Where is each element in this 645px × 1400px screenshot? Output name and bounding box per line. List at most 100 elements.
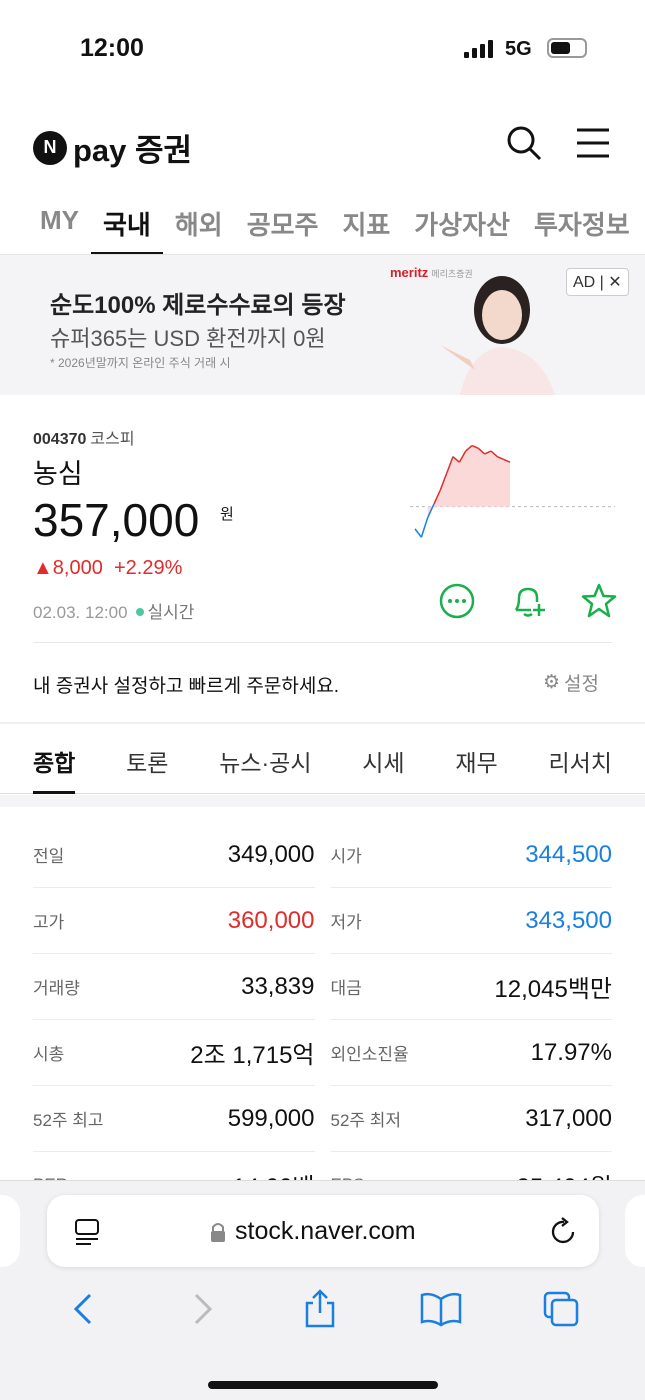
quote-value: 360,000 <box>227 906 315 934</box>
quote-cell: 52주 최고 599,000 <box>33 1086 315 1152</box>
gain-area <box>427 445 510 518</box>
tab-overview[interactable]: 종합 <box>33 724 76 794</box>
browser-toolbar: stock.naver.com <box>0 1180 645 1400</box>
market-tabs: MY 국내 해외 공모주 지표 가상자산 투자정보 <box>0 195 645 255</box>
gear-icon: ⚙ <box>543 672 561 693</box>
tab-domestic[interactable]: 국내 <box>91 195 163 254</box>
quote-cell: 전일 349,000 <box>33 822 315 888</box>
quote-table: 전일 349,000 시가 344,500 고가 360,000 저가 343,500 거래량 3… <box>33 822 612 1218</box>
quote-value: 599,000 <box>227 1104 315 1132</box>
quote-cell: 시가 344,500 <box>330 822 612 888</box>
quote-label: 저가 <box>330 913 362 932</box>
quote-label: 대금 <box>330 979 362 998</box>
clock: 12:00 <box>80 34 144 62</box>
quote-cell: 대금 12,045백만 <box>330 954 612 1020</box>
ad-model-image <box>440 276 555 395</box>
sparkline-segment <box>465 444 473 452</box>
bookmarks-icon[interactable] <box>419 1289 463 1329</box>
tab-ipo[interactable]: 공모주 <box>246 210 319 240</box>
tab-investment-info[interactable]: 투자정보 <box>533 210 630 240</box>
stock-name: 농심 <box>33 459 83 489</box>
favorite-star-icon[interactable] <box>580 582 618 620</box>
price-timestamp: 02.03. 12:00 실시간 <box>33 603 195 622</box>
tab-indicators[interactable]: 지표 <box>342 210 391 240</box>
quote-label: 외인소진율 <box>330 1045 409 1064</box>
sparkline-segment <box>433 489 442 505</box>
quote-value: 12,045백만 <box>494 976 612 1003</box>
tab-my[interactable]: MY <box>40 205 79 235</box>
tab-crypto[interactable]: 가상자산 <box>414 210 510 240</box>
settings-button[interactable]: ⚙ 설정 <box>543 672 600 695</box>
broker-setup-prompt[interactable]: 내 증권사 설정하고 빠르게 주문하세요. <box>33 676 340 697</box>
quote-value: 349,000 <box>227 840 315 868</box>
sparkline-segment <box>484 450 492 455</box>
status-bar: 12:00 5G <box>0 0 645 95</box>
quote-cell: 고가 360,000 <box>33 888 315 954</box>
tab-quotes[interactable]: 시세 <box>362 750 405 776</box>
quote-cell: 시총 2조 1,715억 <box>33 1020 315 1086</box>
sparkline-segment <box>452 456 460 463</box>
intraday-sparkline[interactable] <box>410 435 615 550</box>
quote-label: 거래량 <box>33 979 80 998</box>
divider <box>33 642 612 643</box>
sparkline-segment <box>471 444 479 450</box>
quote-label: 전일 <box>33 847 65 866</box>
url-text: stock.naver.com <box>235 1217 416 1245</box>
quote-value: 317,000 <box>525 1104 612 1132</box>
quote-cell: 52주 최저 317,000 <box>330 1086 612 1152</box>
sparkline-segment <box>420 517 429 538</box>
tabs-icon[interactable] <box>541 1289 581 1329</box>
quote-cell: 외인소진율 17.97% <box>330 1020 612 1086</box>
reload-icon[interactable] <box>549 1217 579 1247</box>
forward-icon[interactable] <box>182 1289 222 1329</box>
ad-subline: 슈퍼365는 USD 환전까지 0원 <box>50 326 326 351</box>
sparkline-segment <box>439 473 448 491</box>
discussion-chat-icon[interactable] <box>438 582 476 620</box>
network-label: 5G <box>505 38 532 60</box>
quote-cell: 저가 343,500 <box>330 888 612 954</box>
reader-mode-icon[interactable] <box>73 1217 103 1247</box>
quote-value: 2조 1,715억 <box>190 1042 315 1069</box>
quote-label: 고가 <box>33 913 65 932</box>
realtime-dot <box>135 608 144 616</box>
detail-tabs: 종합 토론 뉴스·공시 시세 재무 리서치 <box>0 724 645 794</box>
battery-icon <box>547 38 587 58</box>
ad-brand-logo: meritz 메리츠증권 <box>390 265 473 280</box>
quote-label: 52주 최고 <box>33 1111 104 1130</box>
price-alert-bell-icon[interactable] <box>509 582 547 620</box>
sparkline-segment <box>490 450 498 458</box>
tab-research[interactable]: 리서치 <box>548 750 612 776</box>
tab-financials[interactable]: 재무 <box>455 750 498 776</box>
tab-news[interactable]: 뉴스·공시 <box>219 750 312 776</box>
ad-headline: 순도100% 제로수수료의 등장 <box>50 292 346 319</box>
lock-icon <box>211 1223 225 1242</box>
home-indicator <box>208 1381 438 1389</box>
quote-label: 시총 <box>33 1045 65 1064</box>
sparkline-segment <box>458 450 467 463</box>
back-icon[interactable] <box>64 1289 104 1329</box>
signal-icon <box>464 40 493 58</box>
sparkline-segment <box>497 455 504 461</box>
quote-value: 344,500 <box>525 840 612 868</box>
address-bar[interactable]: stock.naver.com <box>47 1195 599 1267</box>
ad-banner[interactable]: 순도100% 제로수수료의 등장 슈퍼365는 USD 환전까지 0원 * 20… <box>0 255 645 395</box>
ad-footnote: * 2026년말까지 온라인 주식 거래 시 <box>50 356 231 370</box>
menu-icon[interactable] <box>575 127 611 159</box>
quote-value: 343,500 <box>525 906 612 934</box>
sparkline-segment <box>445 456 454 474</box>
sparkline-segment <box>477 447 486 455</box>
tab-overseas[interactable]: 해외 <box>174 210 223 240</box>
sparkline-segment <box>503 458 511 463</box>
search-icon[interactable] <box>505 124 543 162</box>
quote-label: 52주 최저 <box>330 1111 402 1130</box>
sparkline-segment <box>426 503 435 519</box>
quote-cell: 거래량 33,839 <box>33 954 315 1020</box>
share-icon[interactable] <box>300 1289 340 1329</box>
ad-close-button[interactable]: AD | ✕ <box>566 268 629 296</box>
tab-discussion[interactable]: 토론 <box>126 750 169 776</box>
quote-label: 시가 <box>330 847 362 866</box>
current-price: 357,000 <box>33 494 200 546</box>
price-change: ▲8,000 +2.29% <box>33 557 183 579</box>
